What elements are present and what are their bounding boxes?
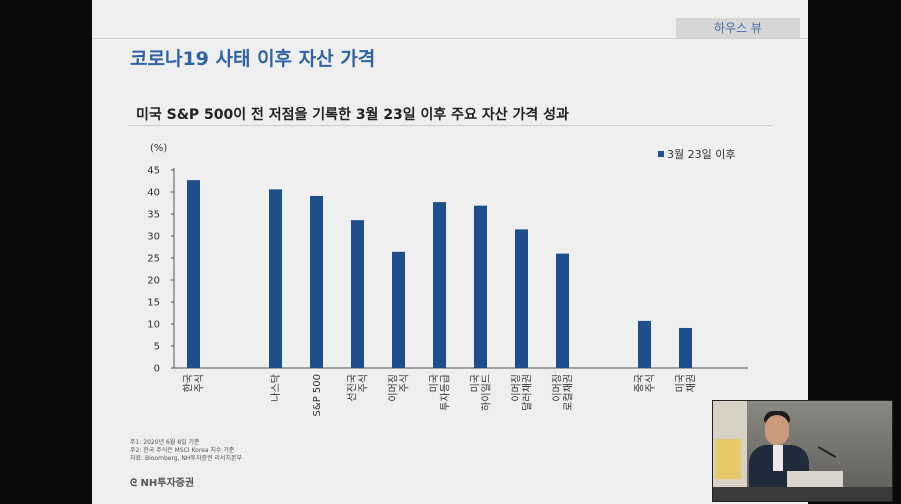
y-tick-label: 10: [147, 320, 160, 331]
bar: [310, 195, 323, 368]
x-category-label-line: 채권: [686, 374, 698, 392]
company-logo-text: NH투자증권: [140, 478, 195, 489]
y-tick-label: 0: [154, 364, 160, 375]
x-category-label-line: 주식: [399, 374, 411, 392]
bar: [433, 202, 446, 368]
x-category-label: S&P 500: [312, 374, 323, 416]
x-category-label-line: 중국: [634, 374, 646, 392]
chart-subtitle: 미국 S&P 500이 전 저점을 기록한 3월 23일 이후 주요 자산 가격…: [136, 107, 569, 123]
presenter-head: [765, 415, 789, 445]
x-category-label-line: 로컬채권: [562, 374, 575, 411]
legend-swatch: [658, 151, 664, 157]
y-tick-label: 35: [147, 210, 160, 221]
x-category-label-line: 이머징: [552, 374, 564, 402]
presenter-shirt: [773, 445, 783, 471]
x-category-label-line: 달러채권: [522, 374, 534, 411]
bar: [351, 220, 364, 368]
x-category-label: 한국 주식: [183, 374, 206, 392]
x-category-label-line: 주식: [645, 374, 657, 392]
presenter-video-icon: [712, 400, 893, 502]
x-category-label-line: 투자등급: [440, 374, 452, 411]
nh-logo-icon: ᘓ: [130, 478, 141, 489]
x-category-label-line: 이머징: [511, 374, 523, 402]
bar: [515, 229, 528, 368]
header-divider: [92, 38, 808, 39]
x-category-label: 이머징 달러채권: [511, 374, 534, 411]
subtitle-divider: [128, 125, 772, 126]
bar: [392, 251, 405, 368]
y-tick-label: 40: [147, 188, 160, 199]
x-category-label-line: 하이일드: [480, 374, 493, 411]
bar: [474, 205, 487, 368]
x-category-label: 나스닥: [270, 374, 282, 402]
x-category-label: 이머징 주식: [388, 374, 411, 402]
x-category-label: 중국 주식: [634, 374, 657, 392]
x-category-label: 미국 투자등급: [429, 374, 452, 411]
company-logo: ᘓ NH투자증권: [130, 474, 194, 489]
x-category-label: 이머징 로컬채권: [552, 374, 575, 411]
bar: [269, 189, 282, 368]
x-category-label-line: S&P 500: [312, 374, 323, 416]
desk: [713, 487, 892, 501]
footnotes: 주1: 2020년 6월 8일 기준 주2: 한국 주식은 MSCI Korea…: [130, 439, 242, 463]
x-category-label-line: 미국: [470, 374, 482, 392]
x-category-label: 선진국 주식: [347, 374, 370, 402]
y-tick-label: 15: [147, 298, 160, 309]
x-category-label: 미국 하이일드: [470, 374, 493, 411]
footnote-1: 주1: 2020년 6월 8일 기준: [130, 439, 200, 446]
x-category-label-line: 미국: [429, 374, 441, 392]
footnote-2: 주2: 한국 주식은 MSCI Korea 지수 기준: [130, 447, 235, 454]
slide-title: 코로나19 사태 이후 자산 가격: [130, 48, 376, 70]
x-category-label-line: 주식: [194, 374, 206, 392]
presentation-slide: 하우스 뷰 코로나19 사태 이후 자산 가격 미국 S&P 500이 전 저점…: [92, 0, 808, 504]
x-category-label-line: 이머징: [388, 374, 400, 402]
bar: [556, 253, 569, 368]
bar: [638, 320, 651, 368]
y-tick-label: 20: [147, 276, 160, 287]
bar: [679, 327, 692, 368]
video-banner-accent: [715, 439, 741, 479]
bar: [187, 180, 200, 368]
x-category-label-line: 한국: [183, 374, 195, 392]
x-category-label-line: 나스닥: [270, 374, 282, 402]
x-category-label-line: 주식: [358, 374, 370, 392]
footnote-source: 자료: Bloomberg, NH투자증권 리서치본부: [130, 455, 243, 462]
x-category-label: 미국 채권: [675, 374, 698, 392]
y-tick-label: 25: [147, 254, 160, 265]
x-category-label-line: 선진국: [347, 374, 359, 402]
y-tick-label: 45: [147, 166, 160, 177]
laptop: [787, 471, 843, 489]
section-tag: 하우스 뷰: [676, 18, 800, 38]
y-tick-label: 5: [154, 342, 160, 353]
legend-label: 3월 23일 이후: [667, 147, 735, 161]
x-category-label-line: 미국: [675, 374, 687, 392]
y-tick-label: 30: [147, 232, 160, 243]
y-unit-label: (%): [150, 143, 167, 154]
